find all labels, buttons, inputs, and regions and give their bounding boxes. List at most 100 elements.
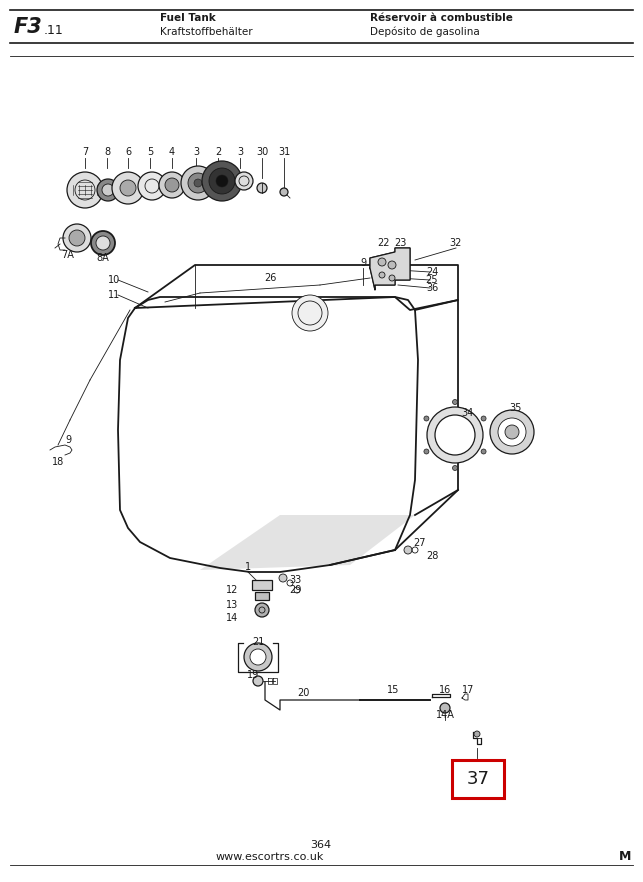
Circle shape xyxy=(490,410,534,454)
Circle shape xyxy=(216,175,228,187)
Circle shape xyxy=(67,172,103,208)
Circle shape xyxy=(440,703,450,713)
Text: Fuel Tank: Fuel Tank xyxy=(160,13,216,23)
Text: 9: 9 xyxy=(65,435,71,445)
Circle shape xyxy=(257,183,267,193)
Circle shape xyxy=(388,261,396,269)
Circle shape xyxy=(194,179,202,187)
Circle shape xyxy=(498,418,526,446)
Circle shape xyxy=(255,603,269,617)
Text: M: M xyxy=(619,850,631,863)
Text: 364: 364 xyxy=(311,840,332,850)
Circle shape xyxy=(253,676,263,686)
Circle shape xyxy=(404,546,412,554)
Text: Depósito de gasolina: Depósito de gasolina xyxy=(370,26,480,37)
Circle shape xyxy=(481,416,486,421)
Bar xyxy=(255,592,269,600)
Circle shape xyxy=(235,172,253,190)
Text: 23: 23 xyxy=(394,238,406,248)
Polygon shape xyxy=(200,515,415,570)
Text: 9: 9 xyxy=(360,258,366,268)
Circle shape xyxy=(474,731,480,737)
Circle shape xyxy=(63,224,91,252)
Circle shape xyxy=(505,425,519,439)
Text: 8: 8 xyxy=(104,147,110,157)
Bar xyxy=(252,580,272,590)
Text: 35: 35 xyxy=(509,403,521,413)
Circle shape xyxy=(138,172,166,200)
Circle shape xyxy=(102,184,114,196)
Text: 20: 20 xyxy=(297,688,309,698)
Text: 16: 16 xyxy=(439,685,451,695)
Text: 34: 34 xyxy=(461,408,473,418)
Circle shape xyxy=(112,172,144,204)
Text: 1: 1 xyxy=(245,562,251,572)
Circle shape xyxy=(202,161,242,201)
Circle shape xyxy=(292,295,328,331)
Circle shape xyxy=(159,172,185,198)
Circle shape xyxy=(97,179,119,201)
Text: 28: 28 xyxy=(426,551,438,561)
Circle shape xyxy=(188,173,208,193)
Text: 29: 29 xyxy=(289,585,301,595)
Text: 21: 21 xyxy=(252,637,264,647)
Text: 7A: 7A xyxy=(62,250,75,260)
Circle shape xyxy=(96,236,110,250)
Text: 24: 24 xyxy=(426,267,438,277)
Circle shape xyxy=(120,180,136,196)
Text: 18: 18 xyxy=(52,457,64,467)
Text: 12: 12 xyxy=(226,585,238,595)
Text: 7: 7 xyxy=(82,147,88,157)
Circle shape xyxy=(244,643,272,671)
Text: 22: 22 xyxy=(377,238,389,248)
Text: 27: 27 xyxy=(413,538,426,548)
Text: 2: 2 xyxy=(215,147,221,157)
Text: 14: 14 xyxy=(226,613,238,623)
Circle shape xyxy=(279,574,287,582)
Text: 5: 5 xyxy=(147,147,153,157)
Circle shape xyxy=(453,466,458,470)
Circle shape xyxy=(389,275,395,281)
Circle shape xyxy=(424,449,429,454)
Text: .11: .11 xyxy=(44,24,64,36)
Text: 6: 6 xyxy=(125,147,131,157)
Circle shape xyxy=(91,231,115,255)
Circle shape xyxy=(250,649,266,665)
Text: 11: 11 xyxy=(108,290,120,300)
Text: 4: 4 xyxy=(169,147,175,157)
Text: 37: 37 xyxy=(467,770,489,788)
Circle shape xyxy=(209,168,235,194)
Circle shape xyxy=(427,407,483,463)
Text: 33: 33 xyxy=(289,575,301,585)
Circle shape xyxy=(165,178,179,192)
Text: 10: 10 xyxy=(108,275,120,285)
Circle shape xyxy=(481,449,486,454)
Bar xyxy=(452,760,504,798)
Text: 13: 13 xyxy=(226,600,238,610)
Text: 26: 26 xyxy=(264,273,276,283)
Text: 17: 17 xyxy=(462,685,474,695)
Text: 3: 3 xyxy=(237,147,243,157)
Circle shape xyxy=(181,166,215,200)
Circle shape xyxy=(453,400,458,405)
Text: 31: 31 xyxy=(278,147,290,157)
Circle shape xyxy=(280,188,288,196)
Text: 8A: 8A xyxy=(96,253,109,263)
Text: 30: 30 xyxy=(256,147,268,157)
Text: 32: 32 xyxy=(450,238,462,248)
Text: 19: 19 xyxy=(247,670,259,680)
Circle shape xyxy=(424,416,429,421)
Text: 15: 15 xyxy=(387,685,399,695)
Circle shape xyxy=(69,230,85,246)
Text: Kraftstoffbehälter: Kraftstoffbehälter xyxy=(160,27,253,37)
Circle shape xyxy=(379,272,385,278)
Text: F3: F3 xyxy=(14,17,42,37)
Text: www.escortrs.co.uk: www.escortrs.co.uk xyxy=(216,852,324,862)
Text: 25: 25 xyxy=(426,275,439,285)
Circle shape xyxy=(435,415,475,455)
Polygon shape xyxy=(370,248,410,290)
Text: 36: 36 xyxy=(426,283,438,293)
Text: 14A: 14A xyxy=(435,710,455,720)
Circle shape xyxy=(378,258,386,266)
Text: 3: 3 xyxy=(193,147,199,157)
